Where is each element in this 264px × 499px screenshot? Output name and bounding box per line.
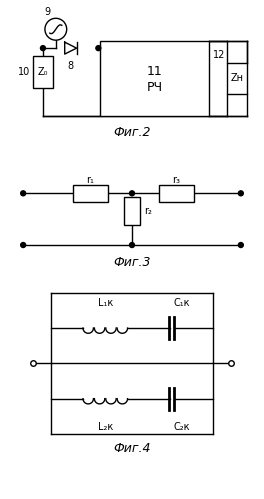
Circle shape — [40, 45, 45, 50]
Circle shape — [238, 191, 243, 196]
Text: Фиг.2: Фиг.2 — [113, 126, 151, 139]
Bar — [33, 56, 53, 88]
Circle shape — [130, 243, 134, 248]
Text: 9: 9 — [45, 7, 51, 17]
Bar — [124, 197, 140, 225]
Text: 12: 12 — [213, 49, 225, 59]
Text: Фиг.4: Фиг.4 — [113, 443, 151, 456]
Text: L₁к: L₁к — [98, 298, 113, 308]
Circle shape — [21, 243, 26, 248]
Circle shape — [96, 45, 101, 50]
Circle shape — [238, 243, 243, 248]
Circle shape — [21, 191, 26, 196]
Text: РЧ: РЧ — [147, 81, 163, 94]
Circle shape — [130, 191, 134, 196]
Text: C₁к: C₁к — [173, 298, 190, 308]
Text: Z₀: Z₀ — [38, 67, 48, 77]
Text: 8: 8 — [68, 61, 74, 71]
Text: Фиг.3: Фиг.3 — [113, 256, 151, 269]
Text: Zн: Zн — [230, 73, 243, 83]
Text: L₂к: L₂к — [98, 422, 113, 432]
Bar — [100, 41, 209, 116]
Text: 11: 11 — [147, 65, 163, 78]
Text: r₂: r₂ — [144, 206, 152, 216]
Bar — [227, 62, 247, 94]
Bar — [73, 185, 108, 202]
Text: r₃: r₃ — [173, 175, 181, 185]
Bar — [159, 185, 194, 202]
Text: r₁: r₁ — [87, 175, 94, 185]
Circle shape — [45, 18, 67, 40]
Text: C₂к: C₂к — [173, 422, 190, 432]
Text: 10: 10 — [18, 67, 30, 77]
